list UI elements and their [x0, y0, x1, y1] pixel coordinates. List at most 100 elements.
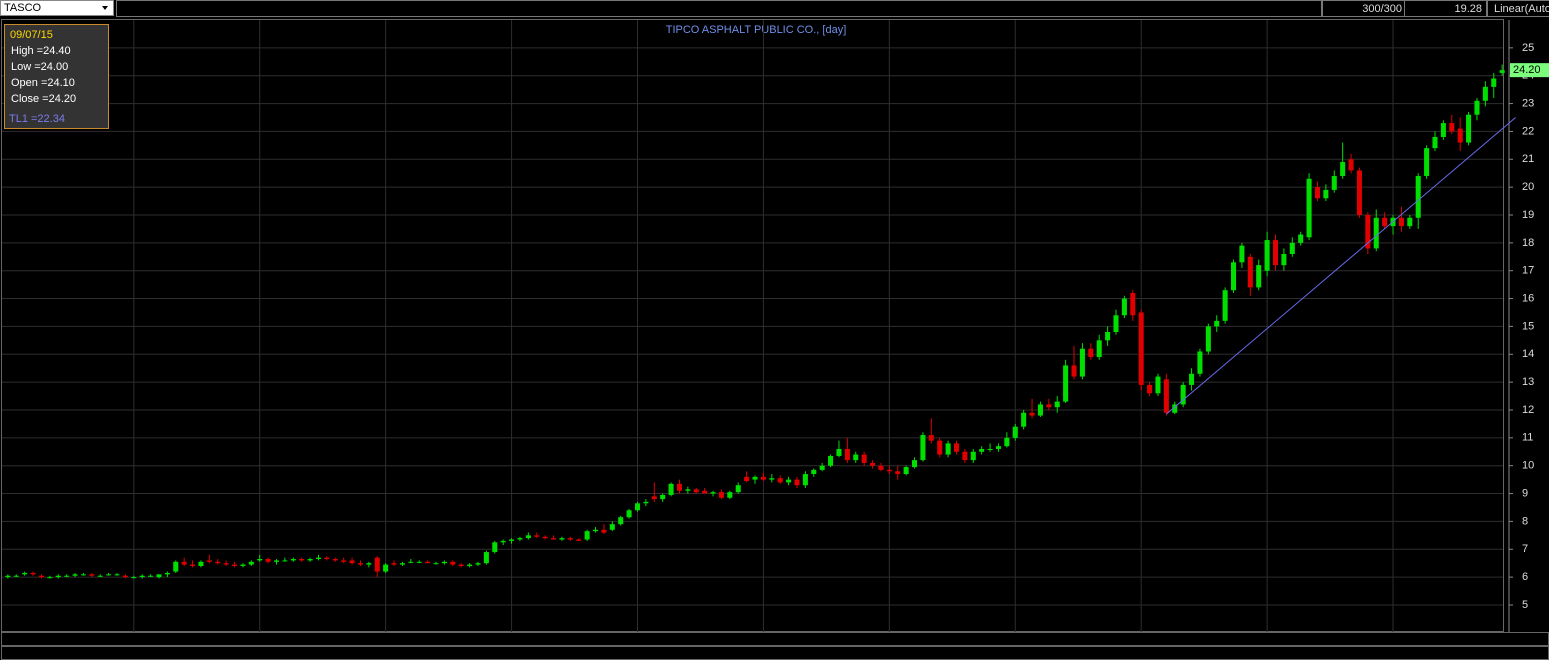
- candle-body: [1440, 123, 1446, 137]
- candle-body: [509, 539, 515, 541]
- candle-body: [248, 561, 254, 565]
- candle-body: [1247, 256, 1253, 288]
- candle-body: [1314, 187, 1320, 199]
- candle-body: [131, 577, 137, 579]
- candle-body: [500, 540, 506, 543]
- candle-body: [844, 448, 850, 461]
- candle-body: [1004, 437, 1010, 447]
- candle-body: [240, 564, 246, 566]
- candle-body: [1457, 128, 1463, 143]
- candle-body: [349, 560, 355, 564]
- candle-body: [794, 479, 800, 486]
- plot-frame: [1, 19, 1504, 632]
- candle-body: [1222, 290, 1228, 321]
- candle-body: [106, 574, 112, 576]
- candle-body: [122, 575, 128, 578]
- candle-body: [643, 501, 649, 504]
- candle-body: [979, 448, 985, 452]
- candle-body: [156, 574, 162, 578]
- candle-body: [450, 561, 456, 565]
- candle-body: [425, 561, 431, 564]
- candle-body: [1029, 412, 1035, 416]
- candle-body: [1155, 376, 1161, 394]
- candle-body: [1449, 123, 1455, 132]
- candle-body: [525, 535, 531, 539]
- candle-body: [80, 574, 86, 576]
- candle-body: [1298, 234, 1304, 243]
- scale-field[interactable]: [1487, 0, 1549, 17]
- candle-body: [828, 455, 834, 466]
- candle-body: [1054, 401, 1060, 408]
- candle-body: [1264, 240, 1270, 271]
- candle-body: [1348, 159, 1354, 171]
- candle-body: [1281, 253, 1287, 266]
- candle-body: [1172, 404, 1178, 413]
- candle-body: [206, 560, 212, 562]
- candle-body: [1180, 384, 1186, 405]
- y-tick-label: 14: [1522, 348, 1534, 360]
- candle-body: [416, 561, 422, 563]
- count-text: 300/300: [1362, 3, 1402, 15]
- candle-body: [693, 489, 699, 493]
- candle-body: [819, 465, 825, 470]
- candle-body: [366, 563, 372, 565]
- candle-body: [139, 575, 145, 578]
- candle-body: [458, 564, 464, 566]
- candle-body: [995, 446, 1001, 449]
- symbol-select[interactable]: [0, 0, 114, 16]
- y-tick-label: 19: [1522, 209, 1534, 221]
- candle-body: [89, 574, 95, 576]
- candle-body: [433, 563, 439, 565]
- marks: 567891011121314151617181920212223242531/…: [2, 20, 1534, 632]
- candle-body: [668, 483, 674, 495]
- candle-body: [878, 465, 884, 470]
- candle-body: [744, 476, 750, 482]
- y-tick-label: 12: [1522, 404, 1534, 416]
- candle-body: [786, 479, 792, 483]
- info-line: Open =24.10: [11, 77, 75, 89]
- dropdown-arrow: [102, 6, 108, 10]
- candle-body: [257, 559, 263, 561]
- candle-body: [173, 561, 179, 572]
- candle-body: [1197, 351, 1203, 374]
- candle-body: [1407, 217, 1413, 227]
- candle-body: [727, 492, 733, 498]
- candle-body: [1037, 404, 1043, 416]
- candle-body: [592, 529, 599, 532]
- candle-body: [164, 572, 170, 575]
- candle-body: [1205, 326, 1211, 352]
- y-tick-label: 18: [1522, 237, 1534, 249]
- candle-body: [282, 560, 288, 562]
- candle-body: [517, 538, 523, 540]
- candle-body: [945, 443, 951, 455]
- candle-body: [618, 517, 624, 525]
- candle-body: [551, 538, 557, 540]
- y-tick-label: 22: [1522, 125, 1534, 137]
- candle-body: [802, 474, 808, 486]
- info-line: Low =24.00: [11, 61, 68, 73]
- candle-body: [1306, 178, 1312, 238]
- candle-body: [811, 469, 817, 475]
- candle-body: [215, 561, 221, 564]
- value-text: 19.28: [1454, 3, 1482, 15]
- candle-body: [1071, 365, 1077, 377]
- last-price-label: 24.20: [1513, 64, 1541, 76]
- info-line: High =24.40: [11, 45, 71, 57]
- candle-body: [13, 575, 19, 577]
- candle-body: [1466, 114, 1472, 143]
- candle-body: [97, 575, 103, 577]
- candle-body: [685, 489, 691, 491]
- candle-body: [265, 559, 271, 562]
- candle-body: [1398, 217, 1404, 227]
- candle-body: [55, 575, 61, 578]
- candle-body: [391, 563, 397, 565]
- candle-body: [1214, 320, 1220, 327]
- candle-body: [232, 564, 238, 566]
- candle-body: [324, 557, 330, 560]
- candle-body: [114, 574, 120, 576]
- candle-body: [1239, 245, 1245, 263]
- info-date: 09/07/15: [10, 29, 53, 41]
- date-axis: [1, 632, 1549, 646]
- scale-text: Linear(Auto: [1494, 3, 1549, 15]
- candle-body: [72, 574, 78, 576]
